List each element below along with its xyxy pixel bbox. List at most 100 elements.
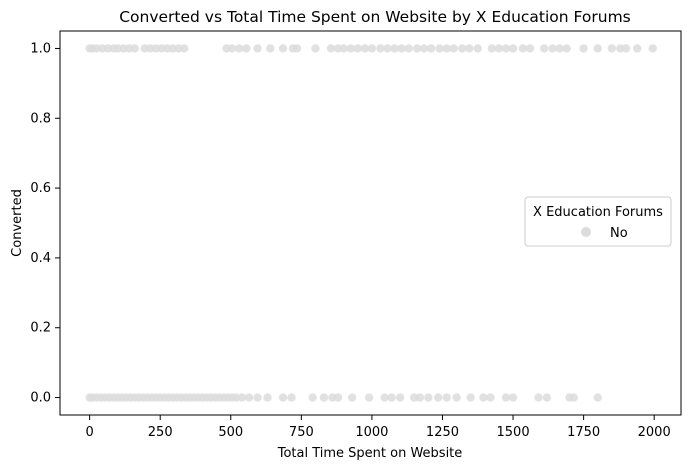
scatter-point xyxy=(479,393,488,402)
scatter-point xyxy=(435,44,444,53)
scatter-point xyxy=(404,44,413,53)
x-tick-label: 500 xyxy=(218,425,243,440)
scatter-point xyxy=(426,44,436,53)
scatter-point xyxy=(579,44,588,53)
scatter-point xyxy=(648,44,657,53)
scatter-point xyxy=(308,393,317,402)
scatter-point xyxy=(253,44,262,53)
chart-title: Converted vs Total Time Spent on Website… xyxy=(119,8,631,26)
scatter-point xyxy=(487,44,497,53)
scatter-point xyxy=(465,44,474,53)
scatter-point xyxy=(227,44,237,53)
legend-label-no: No xyxy=(610,226,628,241)
scatter-point xyxy=(501,393,511,402)
scatter-point xyxy=(434,393,443,402)
scatter-point xyxy=(130,44,140,53)
scatter-point xyxy=(508,44,518,53)
scatter-point xyxy=(442,44,451,53)
scatter-point xyxy=(263,393,272,402)
legend: X Education Forums No xyxy=(524,196,672,247)
scatter-point xyxy=(333,393,343,402)
scatter-point xyxy=(253,393,262,402)
scatter-point xyxy=(397,44,406,53)
scatter-point xyxy=(347,393,357,402)
scatter-point xyxy=(387,393,396,402)
scatter-point xyxy=(364,393,374,402)
scatter-point xyxy=(235,44,244,53)
scatter-point xyxy=(621,44,631,53)
y-axis-label: Converted xyxy=(10,189,25,257)
x-tick-label: 1000 xyxy=(355,425,388,440)
y-tick-label: 1.0 xyxy=(30,41,51,56)
scatter-point xyxy=(419,44,429,53)
scatter-point xyxy=(494,44,504,53)
scatter-point xyxy=(534,393,543,402)
scatter-point xyxy=(244,393,254,402)
scatter-point xyxy=(452,393,461,402)
scatter-point xyxy=(539,44,549,53)
scatter-point xyxy=(367,44,377,53)
scatter-point xyxy=(353,44,362,53)
scatter-point xyxy=(424,393,433,402)
scatter-point xyxy=(449,44,458,53)
scatter-point xyxy=(555,44,564,53)
x-tick-label: 2000 xyxy=(638,425,671,440)
scatter-point xyxy=(311,44,320,53)
legend-title: X Education Forums xyxy=(533,205,663,220)
x-axis-label: Total Time Spent on Website xyxy=(277,446,463,461)
scatter-point xyxy=(593,44,602,53)
scatter-point xyxy=(180,44,189,53)
legend-marker-no xyxy=(581,227,591,237)
scatter-point xyxy=(326,44,336,53)
scatter-point xyxy=(569,393,578,402)
scatter-point xyxy=(278,393,288,402)
scatter-point xyxy=(415,393,425,402)
x-tick-label: 0 xyxy=(85,425,93,440)
scatter-point xyxy=(278,44,288,53)
y-tick-label: 0.4 xyxy=(30,251,51,266)
y-tick-label: 0.2 xyxy=(30,321,51,336)
x-tick-label: 250 xyxy=(148,425,173,440)
scatter-point xyxy=(548,44,557,53)
legend-box xyxy=(524,196,672,247)
x-tick-label: 1250 xyxy=(426,425,459,440)
scatter-point xyxy=(525,44,535,53)
scatter-point xyxy=(593,393,602,402)
scatter-point xyxy=(518,44,528,53)
scatter-point xyxy=(562,44,571,53)
x-tick-label: 1750 xyxy=(567,425,600,440)
y-tick-label: 0.8 xyxy=(30,111,51,126)
scatter-point xyxy=(346,44,355,53)
scatter-point xyxy=(380,393,389,402)
y-axis: 0.0 0.2 0.4 0.6 0.8 1.0 xyxy=(30,41,60,406)
y-tick-label: 0.6 xyxy=(30,181,51,196)
scatter-point xyxy=(412,44,422,53)
scatter-point xyxy=(319,393,329,402)
x-axis: 0 250 500 750 1000 1250 1500 1750 2000 xyxy=(85,415,671,440)
scatter-point xyxy=(458,44,467,53)
scatter-point xyxy=(266,44,275,53)
scatter-point xyxy=(390,44,399,53)
scatter-point xyxy=(501,44,511,53)
scatter-point xyxy=(508,393,518,402)
scatter-point xyxy=(292,44,302,53)
scatter-point xyxy=(383,44,392,53)
points-layer xyxy=(85,44,657,402)
scatter-point xyxy=(607,44,617,53)
scatter-point xyxy=(287,393,296,402)
scatter-point xyxy=(237,393,247,402)
y-tick-label: 0.0 xyxy=(30,391,51,406)
scatter-point xyxy=(542,393,552,402)
scatter-point xyxy=(242,44,251,53)
scatter-point xyxy=(466,393,475,402)
scatter-point xyxy=(486,393,495,402)
scatter-point xyxy=(442,393,451,402)
scatter-point xyxy=(633,44,642,53)
scatter-point xyxy=(473,44,482,53)
scatter-point xyxy=(395,393,405,402)
scatter-point xyxy=(376,44,385,53)
scatter-point xyxy=(360,44,370,53)
x-tick-label: 750 xyxy=(289,425,314,440)
